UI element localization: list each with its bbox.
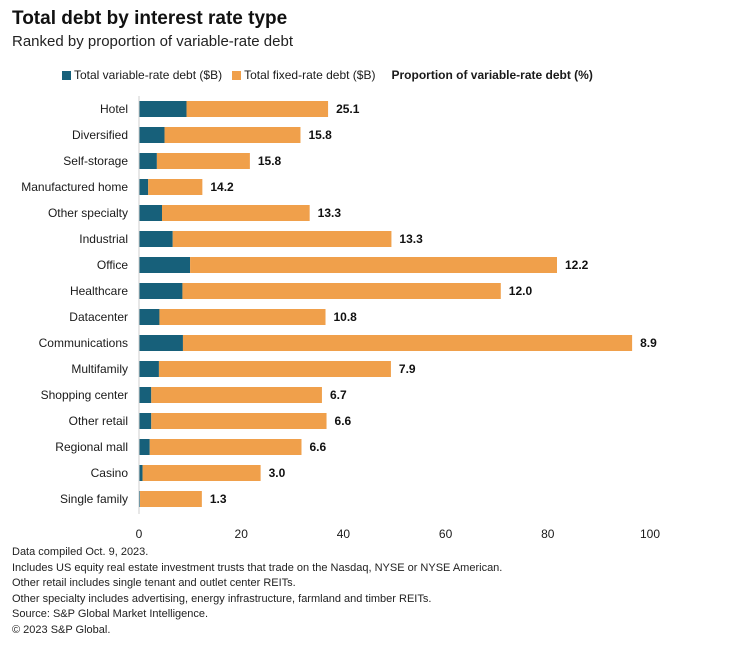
bar-fixed <box>161 205 310 221</box>
proportion-label: 15.8 <box>258 154 282 168</box>
footer-line: Other retail includes single tenant and … <box>12 577 296 589</box>
legend: Total variable-rate debt ($B) Total fixe… <box>62 68 593 82</box>
proportion-label: 7.9 <box>399 362 416 376</box>
footer-line: Data compiled Oct. 9, 2023. <box>12 546 149 558</box>
proportion-label: 25.1 <box>336 102 360 116</box>
x-tick-label: 20 <box>235 527 249 540</box>
category-label: Manufactured home <box>21 180 128 194</box>
bar-variable <box>139 257 191 273</box>
category-label: Hotel <box>100 102 128 116</box>
bar-chart: Hotel 25.1 Diversified 15.8 Self-storage 15.8… <box>21 96 660 540</box>
bar-variable <box>139 205 162 221</box>
bar-fixed <box>159 309 326 325</box>
proportion-label: 10.8 <box>334 310 358 324</box>
bar-variable <box>139 127 165 143</box>
bar-variable <box>139 413 152 429</box>
bar-variable <box>139 231 173 247</box>
bar-variable <box>139 387 152 403</box>
legend-label-variable: Total variable-rate debt ($B) <box>74 68 223 82</box>
bar-variable <box>139 439 150 455</box>
proportion-label: 15.8 <box>308 128 332 142</box>
bar-fixed <box>142 465 261 481</box>
bar-variable <box>139 465 143 481</box>
footer-line: Other specialty includes advertising, en… <box>12 592 432 605</box>
category-label: Communications <box>39 336 128 350</box>
bar-fixed <box>186 101 329 117</box>
footer-line: © 2023 S&P Global. <box>12 623 111 636</box>
legend-swatch-variable <box>62 70 71 80</box>
category-label: Regional mall <box>55 440 128 454</box>
category-label: Diversified <box>72 128 128 142</box>
bar-fixed <box>182 335 633 351</box>
x-tick-label: 0 <box>136 527 143 540</box>
category-label: Other retail <box>69 414 128 428</box>
bar-fixed <box>164 127 301 143</box>
proportion-label: 1.3 <box>210 492 227 506</box>
category-label: Industrial <box>79 232 128 246</box>
bar-fixed <box>190 257 557 273</box>
proportion-label: 13.3 <box>318 206 342 220</box>
bar-fixed <box>140 491 202 507</box>
bar-variable <box>139 179 149 195</box>
bar-fixed <box>172 231 392 247</box>
x-tick-label: 60 <box>439 527 453 540</box>
category-label: Datacenter <box>69 310 128 324</box>
category-label: Other specialty <box>48 206 128 220</box>
category-label: Shopping center <box>41 388 128 402</box>
bar-variable <box>139 283 183 299</box>
proportion-label: 14.2 <box>210 180 234 194</box>
bar-variable <box>139 101 187 117</box>
footer-line: Includes US equity real estate investmen… <box>12 561 503 574</box>
proportion-label: 13.3 <box>399 232 423 246</box>
footer-notes: Data compiled Oct. 9, 2023. Includes US … <box>12 545 502 638</box>
legend-item-variable: Total variable-rate debt ($B) <box>62 68 222 82</box>
legend-label-fixed: Total fixed-rate debt ($B) <box>244 68 376 82</box>
bar-fixed <box>158 361 391 377</box>
legend-swatch-fixed <box>232 70 242 80</box>
bar-fixed <box>148 179 203 195</box>
bar-fixed <box>149 439 302 455</box>
proportion-label: 6.6 <box>309 440 326 454</box>
bar-variable <box>139 309 160 325</box>
chart-subtitle: Ranked by proportion of variable-rate de… <box>12 33 294 50</box>
bar-variable <box>139 153 157 169</box>
bar-variable <box>139 361 159 377</box>
proportion-label: 3.0 <box>269 466 286 480</box>
bar-fixed <box>151 413 327 429</box>
bar-fixed <box>156 153 250 169</box>
category-label: Multifamily <box>71 362 128 376</box>
proportion-label: 6.6 <box>335 414 352 428</box>
bar-fixed <box>151 387 322 403</box>
chart-title: Total debt by interest rate type <box>12 8 288 29</box>
category-label: Single family <box>60 492 128 506</box>
category-label: Casino <box>91 466 129 480</box>
x-tick-label: 80 <box>541 527 555 540</box>
bar-variable <box>139 491 141 507</box>
proportion-label: 12.2 <box>565 258 589 272</box>
category-label: Office <box>97 258 128 272</box>
bar-fixed <box>182 283 501 299</box>
legend-item-fixed: Total fixed-rate debt ($B) <box>232 68 375 82</box>
x-tick-label: 40 <box>337 527 351 540</box>
proportion-label: 12.0 <box>509 284 533 298</box>
category-label: Self-storage <box>63 154 128 168</box>
category-label: Healthcare <box>70 284 128 298</box>
footer-line: Source: S&P Global Market Intelligence. <box>12 608 209 620</box>
x-tick-label: 100 <box>640 527 660 540</box>
bar-variable <box>139 335 183 351</box>
proportion-label: 8.9 <box>640 336 657 350</box>
proportion-label: 6.7 <box>330 388 347 402</box>
legend-label-proportion: Proportion of variable-rate debt (%) <box>391 68 593 82</box>
